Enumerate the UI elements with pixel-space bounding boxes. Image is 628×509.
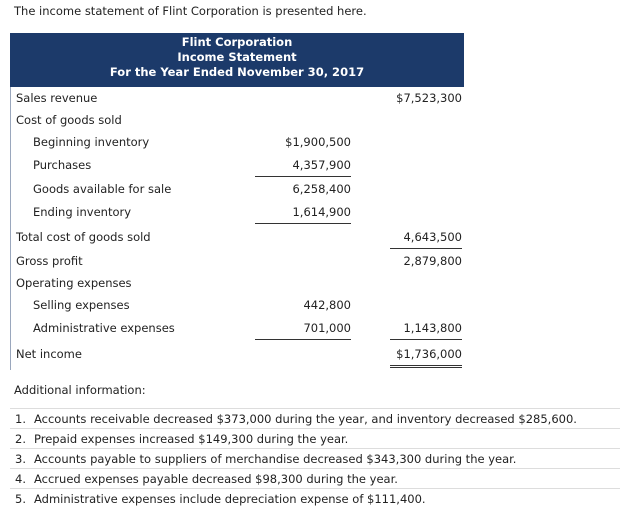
total-amount: 4,643,500 (390, 227, 462, 249)
item-number: 5. (15, 492, 26, 506)
additional-title: Additional information: (14, 383, 146, 397)
table-border (10, 87, 11, 370)
item-text: Accrued expenses payable decreased $98,3… (34, 472, 398, 486)
amount: 701,000 (255, 318, 351, 340)
total-amount: $1,736,000 (390, 344, 462, 368)
item-text: Accounts receivable decreased $373,000 d… (34, 412, 577, 426)
row-label: Selling expenses (33, 298, 130, 312)
row-label: Goods available for sale (33, 182, 172, 196)
row: Ending inventory 1,614,900 (11, 202, 464, 224)
statement-name: Income Statement (177, 50, 297, 64)
list-item: 2. Prepaid expenses increased $149,300 du… (10, 428, 620, 449)
row-label: Sales revenue (16, 91, 98, 105)
amount: 4,357,900 (255, 155, 351, 177)
statement-period: For the Year Ended November 30, 2017 (109, 65, 365, 79)
amount: 6,258,400 (292, 182, 351, 196)
item-number: 3. (15, 452, 26, 466)
item-text: Accounts payable to suppliers of merchan… (34, 452, 517, 466)
amount: 442,800 (303, 298, 351, 312)
list-item: 1. Accounts receivable decreased $373,000… (10, 408, 620, 429)
row-label: Beginning inventory (33, 135, 150, 149)
row-label: Administrative expenses (33, 321, 175, 335)
row: Beginning inventory $1,900,500 (11, 132, 464, 154)
row: Purchases 4,357,900 (11, 155, 464, 177)
row-label: Cost of goods sold (16, 113, 122, 127)
row: Goods available for sale 6,258,400 (11, 179, 464, 201)
row: Selling expenses 442,800 (11, 295, 464, 317)
list-item: 5. Administrative expenses include deprec… (10, 488, 620, 509)
total-amount: 2,879,800 (403, 254, 462, 268)
item-number: 2. (15, 432, 26, 446)
row: Cost of goods sold (11, 110, 464, 132)
item-text: Prepaid expenses increased $149,300 duri… (34, 432, 349, 446)
amount: 1,614,900 (255, 202, 351, 224)
row: Net income $1,736,000 (11, 344, 464, 368)
row-label: Total cost of goods sold (16, 230, 151, 244)
statement-header: Flint Corporation Income Statement For t… (10, 33, 464, 87)
item-number: 1. (15, 412, 26, 426)
item-number: 4. (15, 472, 26, 486)
row-label: Ending inventory (33, 205, 132, 219)
item-text: Administrative expenses include deprecia… (34, 492, 426, 506)
row: Administrative expenses 701,000 1,143,80… (11, 318, 464, 340)
row: Total cost of goods sold 4,643,500 (11, 227, 464, 249)
row-label: Operating expenses (16, 276, 132, 290)
row-label: Net income (16, 347, 82, 361)
list-item: 3. Accounts payable to suppliers of merch… (10, 448, 620, 469)
amount: $1,900,500 (285, 135, 351, 149)
row: Gross profit 2,879,800 (11, 251, 464, 273)
row: Sales revenue $7,523,300 (11, 88, 464, 110)
list-item: 4. Accrued expenses payable decreased $98… (10, 468, 620, 489)
company-name: Flint Corporation (181, 35, 293, 49)
intro-text: The income statement of Flint Corporatio… (14, 4, 367, 18)
row-label: Purchases (33, 158, 92, 172)
total-amount: $7,523,300 (396, 91, 462, 105)
row: Operating expenses (11, 273, 464, 295)
total-amount: 1,143,800 (390, 318, 462, 340)
row-label: Gross profit (16, 254, 83, 268)
